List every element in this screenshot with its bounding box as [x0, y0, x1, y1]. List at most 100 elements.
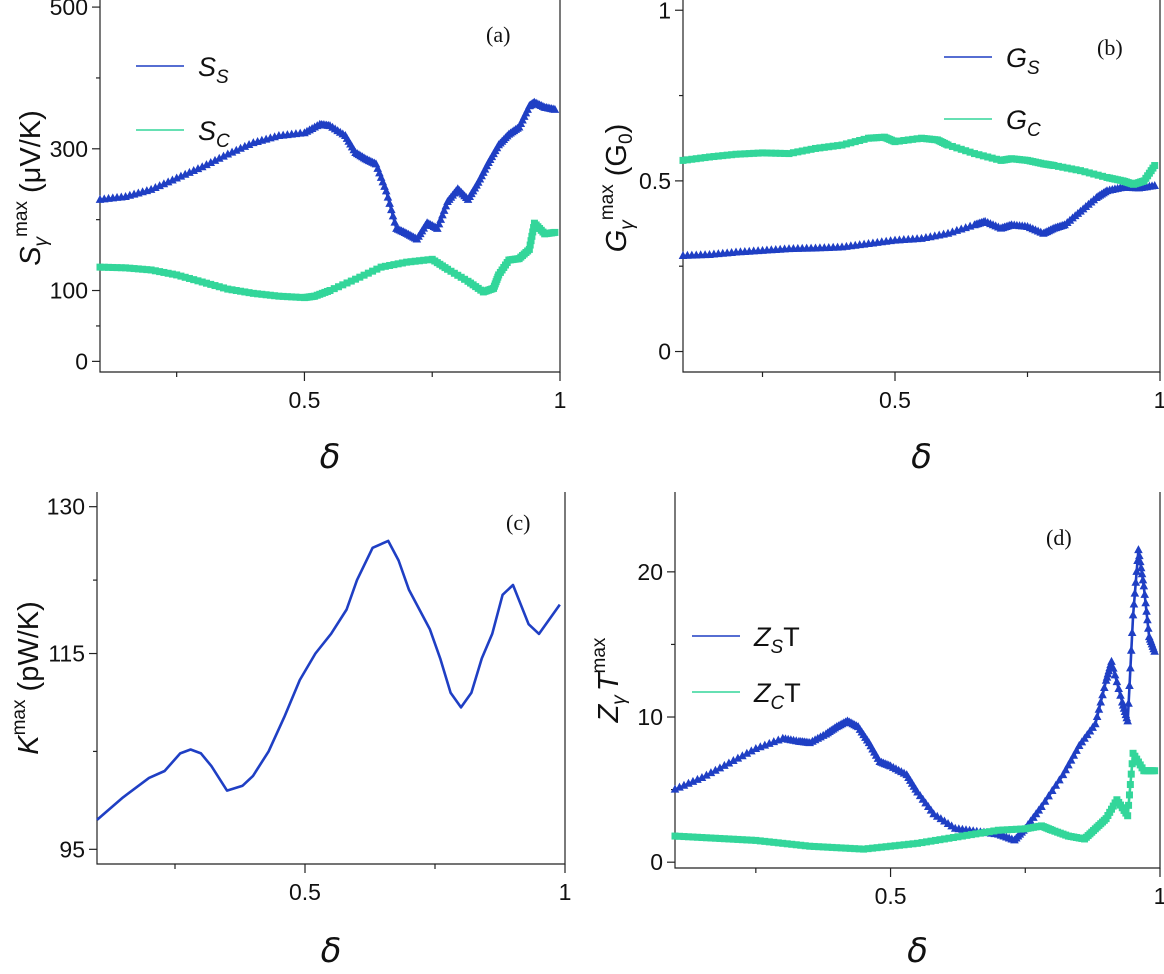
axes-frame: [99, 0, 561, 373]
data-point: [684, 833, 692, 841]
data-point: [390, 261, 398, 269]
data-point: [262, 291, 270, 299]
data-point: [1151, 767, 1159, 775]
data-point: [1126, 645, 1136, 654]
data-point: [834, 142, 842, 150]
data-point: [918, 839, 926, 847]
data-point: [887, 842, 895, 850]
data-point: [838, 141, 846, 149]
data-point: [1127, 770, 1135, 778]
data-point: [714, 152, 722, 160]
data-point: [828, 843, 836, 851]
data-point: [381, 262, 389, 270]
data-point: [381, 186, 391, 195]
data-point: [707, 834, 715, 842]
data-point: [1126, 781, 1134, 789]
data-point: [851, 845, 859, 853]
data-point: [825, 143, 833, 151]
x-tick-label: 0.5: [875, 883, 907, 909]
data-point: [754, 149, 762, 157]
data-point: [388, 211, 398, 220]
data-point: [976, 829, 984, 837]
panel-b: 0 0.5 1 0.5 1 δ Gγmax (G0) (b) GS GC: [597, 0, 1164, 477]
data-point: [288, 293, 296, 301]
data-point: [352, 275, 360, 283]
data-point: [1123, 716, 1132, 725]
data-point: [434, 219, 444, 228]
data-point: [177, 272, 185, 280]
data-point: [1077, 167, 1084, 175]
data-point: [258, 290, 266, 298]
data-point: [1069, 750, 1079, 759]
data-point: [940, 835, 948, 843]
data-point: [181, 273, 189, 281]
data-point: [1037, 802, 1046, 811]
data-point: [527, 237, 535, 245]
data-point: [390, 217, 400, 226]
data-point: [241, 288, 249, 296]
x-tick-label: 0.5: [288, 387, 320, 413]
data-point: [134, 265, 142, 273]
data-point: [1132, 566, 1141, 575]
data-point: [724, 758, 734, 767]
data-point: [842, 140, 850, 148]
data-point: [756, 837, 764, 845]
x-tick-label: 1: [1154, 387, 1164, 413]
data-point: [1112, 677, 1122, 686]
data-point: [702, 770, 711, 779]
panel-a: 0 100 300 500 0.5 1 δ Sγmax (μV/K) (a) SS SC: [11, 0, 566, 477]
data-point: [860, 845, 868, 853]
data-point: [972, 830, 980, 838]
data-point: [424, 256, 432, 264]
data-point: [1136, 563, 1146, 572]
data-point: [550, 104, 560, 113]
data-point: [689, 833, 697, 841]
data-point: [728, 151, 736, 159]
data-point: [776, 149, 784, 157]
data-point: [1135, 551, 1144, 560]
data-point: [759, 149, 766, 157]
data-point: [439, 205, 449, 214]
data-point: [339, 281, 347, 289]
data-point: [966, 148, 974, 156]
y-tick-label: 1: [658, 0, 671, 23]
y-tick-label: 300: [50, 136, 88, 162]
data-point: [1050, 162, 1058, 170]
data-point: [139, 265, 147, 273]
data-point: [1125, 681, 1134, 690]
data-point: [743, 836, 751, 844]
legend-label: GS: [1006, 43, 1040, 79]
x-tick-label: 0.5: [879, 387, 911, 413]
data-point: [774, 839, 782, 847]
data-point: [1012, 825, 1020, 833]
data-point: [1099, 172, 1107, 180]
data-point: [1072, 166, 1080, 174]
data-point: [185, 274, 193, 282]
panel-c: 95 115 130 0.5 1 δ Kmax (pW/K) (c): [9, 492, 571, 971]
data-point: [723, 151, 731, 159]
data-point: [905, 840, 913, 848]
data-point: [343, 279, 351, 287]
axes-frame: [674, 492, 1161, 869]
data-point: [824, 843, 832, 851]
data-point: [436, 214, 446, 223]
data-point: [356, 273, 364, 281]
data-point: [688, 155, 696, 163]
data-point: [292, 293, 300, 301]
y-tick-label: 20: [637, 559, 663, 585]
data-point: [1139, 581, 1149, 590]
data-point: [829, 142, 837, 150]
data-point: [369, 267, 377, 275]
data-point: [190, 276, 198, 284]
data-point: [781, 149, 789, 157]
x-tick-label: 1: [1154, 883, 1164, 909]
data-point: [109, 263, 117, 271]
data-point: [948, 142, 956, 150]
data-point: [283, 293, 291, 301]
data-point: [797, 841, 805, 849]
data-point: [220, 284, 228, 292]
panel-label: (a): [486, 22, 510, 47]
data-point: [1151, 162, 1159, 170]
data-point: [215, 283, 223, 291]
